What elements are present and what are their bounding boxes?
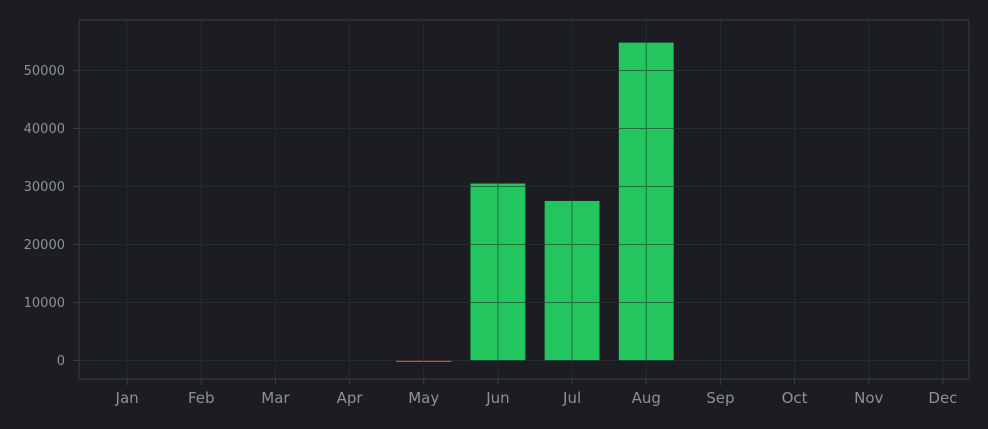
y-tick-label: 50000 (24, 64, 65, 79)
y-tick-label: 20000 (24, 238, 65, 253)
y-tick-label: 30000 (24, 180, 65, 195)
x-tick-label: Feb (188, 389, 215, 407)
x-axis-ticks: Jan Feb Mar Apr May Jun Jul Aug Sep Oct Nov Dec (115, 379, 957, 407)
x-tick-label: Jan (115, 389, 139, 407)
x-tick-label: Apr (337, 389, 364, 407)
x-tick-label: Sep (706, 389, 734, 407)
x-tick-label: Jun (485, 389, 509, 407)
bars-layer (396, 42, 674, 362)
x-tick-label: Oct (782, 389, 808, 407)
y-tick-label: 10000 (24, 296, 65, 311)
x-tick-label: Mar (261, 389, 290, 407)
x-tick-label: Jul (562, 389, 581, 407)
x-tick-label: May (408, 389, 439, 407)
plot-frame (78, 19, 970, 380)
x-tick-label: Aug (632, 389, 661, 407)
grid-overlay (79, 20, 969, 379)
x-tick-label: Dec (928, 389, 957, 407)
y-axis-ticks: 0 10000 20000 30000 40000 50000 (24, 64, 79, 369)
y-tick-label: 40000 (24, 122, 65, 137)
x-tick-label: Nov (854, 389, 883, 407)
y-tick-label: 0 (57, 354, 65, 369)
